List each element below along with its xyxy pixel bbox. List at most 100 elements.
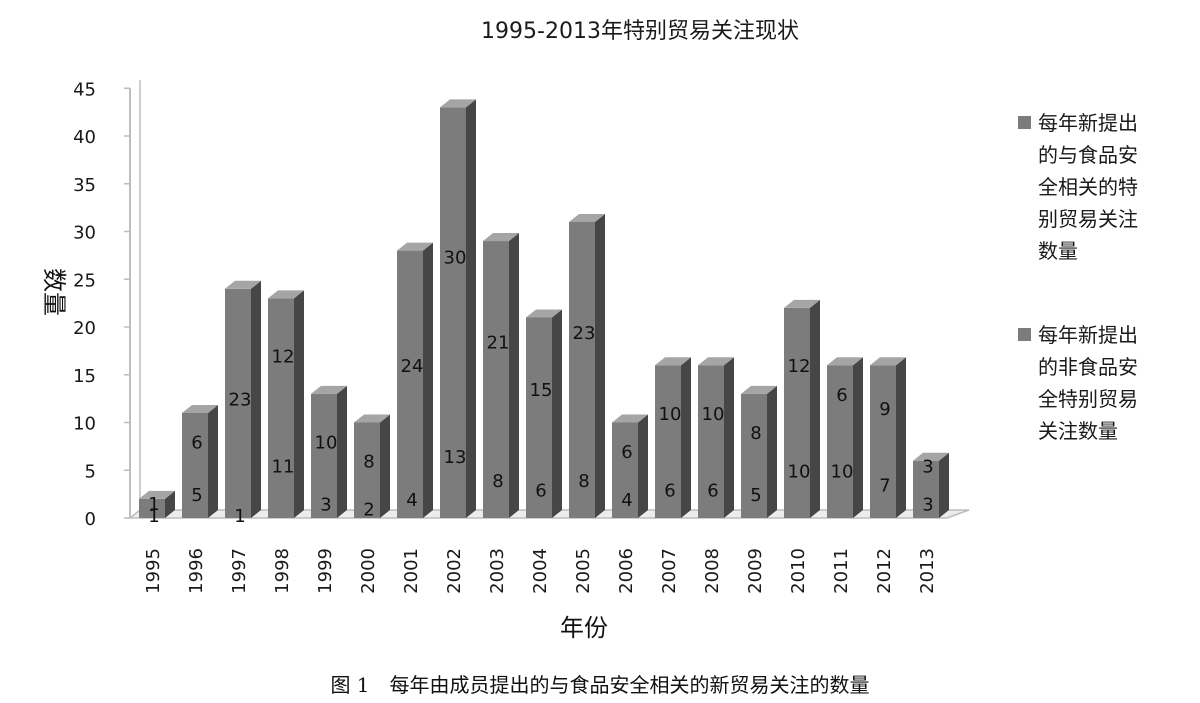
y-tick-label: 0 — [85, 509, 96, 530]
data-label-series2: 8 — [750, 423, 761, 444]
bar-1999 — [311, 385, 347, 518]
x-tick-label: 2002 — [444, 548, 465, 594]
bar-2003 — [483, 233, 519, 519]
y-tick-label: 20 — [73, 318, 96, 339]
bar-2006 — [612, 414, 648, 518]
data-label-series1: 1 — [234, 506, 245, 527]
bar-2009 — [741, 385, 777, 518]
bar-2005 — [569, 213, 605, 518]
bar-top — [870, 357, 906, 366]
x-tick-label: 2004 — [530, 548, 551, 594]
bars — [139, 99, 949, 519]
legend: 每年新提出的与食品安全相关的特别贸易关注数量每年新提出的非食品安全特别贸易关注数… — [1018, 111, 1138, 443]
bar-side — [810, 299, 820, 518]
legend-label: 别贸易关注 — [1038, 207, 1138, 231]
bar-top — [397, 242, 433, 251]
chart-title: 1995-2013年特别贸易关注现状 — [481, 19, 799, 44]
data-label-series2: 12 — [788, 356, 811, 377]
data-label-series2: 10 — [315, 433, 338, 454]
bar-side — [853, 357, 863, 518]
legend-label: 的非食品安 — [1038, 355, 1138, 379]
bar-front — [182, 412, 208, 518]
x-axis: 1995 1996 1997 1998 1999 2000 2001 2002 2003 2004… — [143, 548, 938, 594]
data-label-series1: 6 — [707, 480, 718, 501]
bar-top — [741, 385, 777, 394]
data-label-series1: 5 — [191, 485, 202, 506]
bar-1995 — [139, 490, 175, 518]
legend-label: 全特别贸易 — [1038, 387, 1138, 411]
legend-swatch — [1018, 328, 1031, 341]
legend-label: 关注数量 — [1038, 419, 1118, 443]
y-tick-label: 5 — [85, 461, 96, 482]
bar-top — [483, 233, 519, 242]
bar-front — [311, 393, 337, 518]
x-axis-label: 年份 — [560, 614, 608, 642]
bar-side — [208, 404, 218, 518]
y-tick-label: 35 — [73, 175, 96, 196]
legend-label: 全相关的特 — [1038, 175, 1138, 199]
x-tick-label: 2006 — [616, 548, 637, 594]
data-label-series2: 12 — [272, 347, 295, 368]
y-axis: 0 5 10 15 20 25 30 35 40 45 — [73, 79, 130, 530]
data-label-series1: 7 — [879, 476, 890, 497]
legend-label: 每年新提出 — [1038, 323, 1138, 347]
data-label-series1: 13 — [444, 447, 467, 468]
bar-front — [741, 393, 767, 518]
bar-front — [913, 460, 939, 518]
bar-side — [552, 309, 562, 518]
x-tick-label: 1996 — [186, 548, 207, 594]
data-label-series2: 6 — [621, 442, 632, 463]
bar-top — [612, 414, 648, 423]
x-tick-label: 1997 — [229, 548, 250, 594]
y-tick-label: 25 — [73, 270, 96, 291]
bar-side — [165, 490, 175, 518]
bar-front — [569, 221, 595, 518]
data-label-series2: 23 — [229, 390, 252, 411]
data-label-series1: 1 — [148, 506, 159, 527]
bar-2002 — [440, 99, 476, 518]
bar-top — [569, 213, 605, 222]
bar-front — [483, 241, 509, 519]
bar-2000 — [354, 414, 390, 518]
bar-front — [870, 365, 896, 518]
bar-side — [380, 414, 390, 518]
bar-front — [139, 498, 165, 518]
bar-front — [612, 422, 638, 518]
bar-top — [784, 299, 820, 308]
bar-side — [939, 452, 949, 518]
y-tick-label: 30 — [73, 223, 96, 244]
bar-front — [655, 365, 681, 518]
bar-top — [827, 357, 863, 366]
x-tick-label: 2011 — [831, 548, 852, 594]
bar-1997 — [225, 280, 261, 518]
data-label-series2: 9 — [879, 399, 890, 420]
legend-label: 的与食品安 — [1038, 143, 1138, 167]
data-label-series1: 6 — [664, 480, 675, 501]
y-tick-label: 40 — [73, 127, 96, 148]
legend-label: 数量 — [1038, 239, 1078, 263]
y-tick-label: 15 — [73, 366, 96, 387]
bar-side — [509, 233, 519, 519]
data-label-series2: 1 — [148, 494, 159, 515]
data-label-series2: 6 — [836, 385, 847, 406]
data-label-series1: 3 — [320, 495, 331, 516]
data-label-series1: 5 — [750, 485, 761, 506]
data-label-series2: 3 — [922, 457, 933, 478]
bar-2007 — [655, 357, 691, 518]
x-tick-label: 2001 — [401, 548, 422, 594]
x-tick-label: 2013 — [917, 548, 938, 594]
data-label-series2: 8 — [363, 452, 374, 473]
bar-top — [698, 357, 734, 366]
x-tick-label: 1999 — [315, 548, 336, 594]
x-tick-label: 2005 — [573, 548, 594, 594]
bar-front — [440, 107, 466, 518]
x-tick-label: 2007 — [659, 548, 680, 594]
bar-1998 — [268, 290, 304, 518]
data-label-series2: 21 — [487, 332, 510, 353]
x-tick-label: 2008 — [702, 548, 723, 594]
bar-top — [440, 99, 476, 108]
bar-2004 — [526, 309, 562, 518]
x-tick-label: 2010 — [788, 548, 809, 594]
